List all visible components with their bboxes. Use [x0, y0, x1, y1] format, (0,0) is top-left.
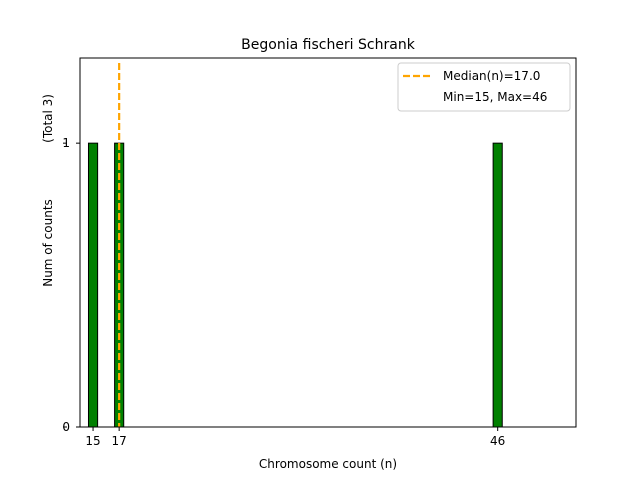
x-tick-label-17: 17: [112, 434, 127, 448]
chart-title: Begonia fischeri Schrank: [241, 37, 416, 53]
plot-frame: [79, 57, 577, 428]
y-axis-total-label: (Total 3): [41, 94, 55, 143]
legend: Median(n)=17.0 Min=15, Max=46: [397, 62, 571, 112]
y-ticks: 01: [62, 136, 80, 434]
x-ticks: 15 17 46: [85, 427, 505, 448]
bars-group: [87, 142, 503, 428]
legend-box: [397, 62, 571, 112]
x-tick-label-15: 15: [85, 434, 100, 448]
bar-46: [492, 142, 503, 428]
x-axis-label: Chromosome count (n): [259, 457, 397, 471]
bar-15: [87, 142, 99, 428]
x-tick-label-46: 46: [490, 434, 505, 448]
y-axis-label: Num of counts: [41, 199, 55, 287]
y-tick-label-0: 0: [62, 420, 70, 434]
y-tick-label-1: 1: [62, 136, 70, 150]
legend-median-label: Median(n)=17.0: [443, 69, 540, 83]
legend-range-label: Min=15, Max=46: [443, 90, 547, 104]
